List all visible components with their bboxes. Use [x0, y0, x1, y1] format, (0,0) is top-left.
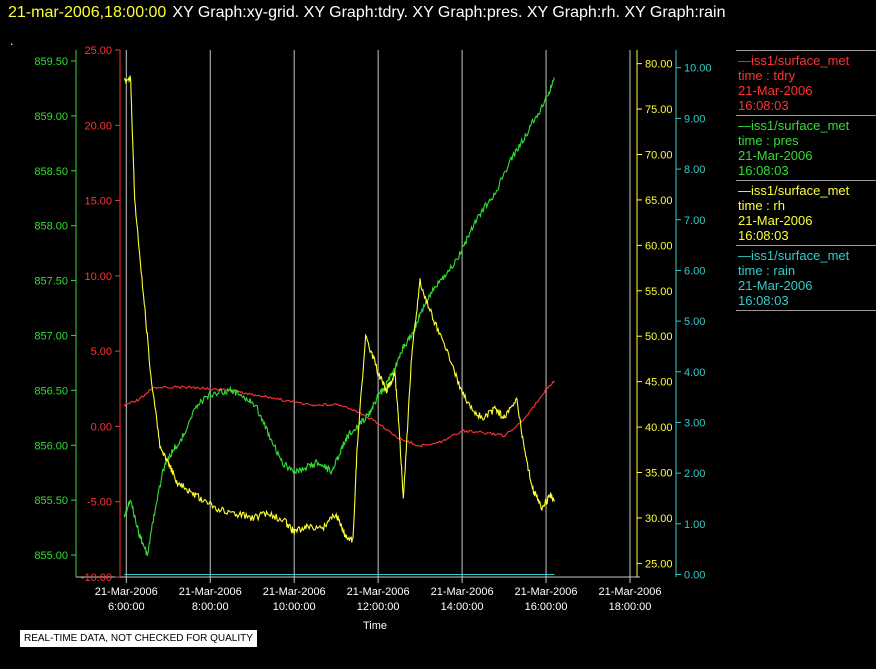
rh-tick-label: 40.00: [645, 422, 673, 434]
legend-name: —iss1/surface_met: [738, 53, 850, 68]
header-date: 21-mar-2006,18:00:00: [8, 4, 167, 21]
x-tick-label-time: 18:00:00: [609, 601, 652, 613]
tdry-tick-label: 25.00: [84, 45, 112, 57]
tdry-tick-label: 0.00: [91, 421, 112, 433]
x-tick-label-time: 8:00:00: [192, 601, 229, 613]
rh-tick-label: 25.00: [645, 558, 673, 570]
pres-tick-label: 859.50: [34, 56, 68, 68]
rain-tick-label: 8.00: [684, 164, 705, 176]
x-tick-label-date: 21-Mar-2006: [263, 586, 326, 598]
x-axis-label: Time: [363, 620, 387, 632]
legend-date: 21-Mar-2006: [738, 83, 813, 98]
rain-tick-label: 4.00: [684, 367, 705, 379]
x-tick-label-date: 21-Mar-2006: [179, 586, 242, 598]
rain-tick-label: 0.00: [684, 569, 705, 581]
legend-var: time : rh: [738, 198, 785, 213]
x-tick-label-date: 21-Mar-2006: [431, 586, 494, 598]
rh-tick-label: 50.00: [645, 331, 673, 343]
tdry-tick-label: -10.00: [81, 572, 112, 584]
tdry-tick-label: -5.00: [87, 497, 112, 509]
rh-tick-label: 75.00: [645, 104, 673, 116]
rain-tick-label: 1.00: [684, 519, 705, 531]
pres-tick-label: 858.50: [34, 166, 68, 178]
tdry-tick-label: 20.00: [84, 120, 112, 132]
pres-tick-label: 856.50: [34, 385, 68, 397]
legend-time: 16:08:03: [738, 98, 789, 113]
legend-name: —iss1/surface_met: [738, 183, 850, 198]
legend-time: 16:08:03: [738, 293, 789, 308]
legend-entry-tdry: —iss1/surface_met time : tdry 21-Mar-2006 1…: [736, 50, 876, 115]
chart-header: 21-mar-2006,18:00:00 XY Graph:xy-grid. XY…: [8, 4, 725, 22]
tdry-series-line: [123, 380, 555, 448]
legend-var: time : pres: [738, 133, 799, 148]
pres-tick-label: 857.00: [34, 330, 68, 342]
x-tick-label-time: 6:00:00: [108, 601, 145, 613]
legend-entry-pres: —iss1/surface_met time : pres 21-Mar-2006 1…: [736, 115, 876, 180]
legend-date: 21-Mar-2006: [738, 278, 813, 293]
x-tick-label-time: 14:00:00: [441, 601, 484, 613]
x-tick-label-date: 21-Mar-2006: [95, 586, 158, 598]
pres-tick-label: 858.00: [34, 221, 68, 233]
rh-tick-label: 30.00: [645, 513, 673, 525]
x-tick-label-time: 10:00:00: [273, 601, 316, 613]
rain-tick-label: 6.00: [684, 265, 705, 277]
legend-entry-rain: —iss1/surface_met time : rain 21-Mar-2006 1…: [736, 245, 876, 311]
rh-tick-label: 70.00: [645, 149, 673, 161]
rain-tick-label: 3.00: [684, 417, 705, 429]
tdry-tick-label: 10.00: [84, 271, 112, 283]
x-tick-label-date: 21-Mar-2006: [515, 586, 578, 598]
tdry-tick-label: 15.00: [84, 196, 112, 208]
legend: —iss1/surface_met time : tdry 21-Mar-2006 1…: [736, 50, 876, 311]
header-dot: .: [10, 34, 14, 48]
legend-entry-rh: —iss1/surface_met time : rh 21-Mar-2006 16:…: [736, 180, 876, 245]
rh-tick-label: 65.00: [645, 195, 673, 207]
legend-time: 16:08:03: [738, 228, 789, 243]
pres-tick-label: 856.00: [34, 440, 68, 452]
rain-tick-label: 2.00: [684, 468, 705, 480]
legend-date: 21-Mar-2006: [738, 148, 813, 163]
rh-tick-label: 45.00: [645, 377, 673, 389]
rain-tick-label: 5.00: [684, 316, 705, 328]
x-tick-label-date: 21-Mar-2006: [347, 586, 410, 598]
x-tick-label-time: 16:00:00: [525, 601, 568, 613]
legend-name: —iss1/surface_met: [738, 118, 850, 133]
rain-tick-label: 7.00: [684, 215, 705, 227]
rh-tick-label: 60.00: [645, 240, 673, 252]
pres-tick-label: 859.00: [34, 111, 68, 123]
x-tick-label-date: 21-Mar-2006: [599, 586, 662, 598]
rh-series-line: [124, 75, 555, 543]
pres-tick-label: 855.50: [34, 495, 68, 507]
rh-tick-label: 35.00: [645, 468, 673, 480]
rain-tick-label: 9.00: [684, 113, 705, 125]
rain-tick-label: 10.00: [684, 63, 712, 75]
legend-time: 16:08:03: [738, 163, 789, 178]
legend-var: time : tdry: [738, 68, 796, 83]
legend-date: 21-Mar-2006: [738, 213, 813, 228]
x-tick-label-time: 12:00:00: [357, 601, 400, 613]
pres-tick-label: 857.50: [34, 276, 68, 288]
header-graph-list: XY Graph:xy-grid. XY Graph:tdry. XY Grap…: [172, 4, 726, 21]
quality-notice: REAL-TIME DATA, NOT CHECKED FOR QUALITY: [20, 630, 257, 647]
rh-tick-label: 80.00: [645, 59, 673, 71]
tdry-tick-label: 5.00: [91, 346, 112, 358]
legend-var: time : rain: [738, 263, 796, 278]
pres-tick-label: 855.00: [34, 550, 68, 562]
legend-name: —iss1/surface_met: [738, 248, 850, 263]
rh-tick-label: 55.00: [645, 286, 673, 298]
pres-series-line: [123, 77, 555, 557]
